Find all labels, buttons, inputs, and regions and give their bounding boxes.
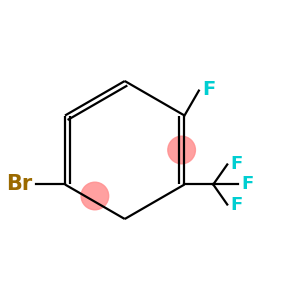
Circle shape bbox=[168, 136, 195, 164]
Text: F: F bbox=[231, 155, 243, 173]
Text: Br: Br bbox=[7, 175, 33, 194]
Text: F: F bbox=[241, 176, 254, 194]
Text: F: F bbox=[202, 80, 216, 99]
Circle shape bbox=[81, 182, 109, 210]
Text: F: F bbox=[231, 196, 243, 214]
